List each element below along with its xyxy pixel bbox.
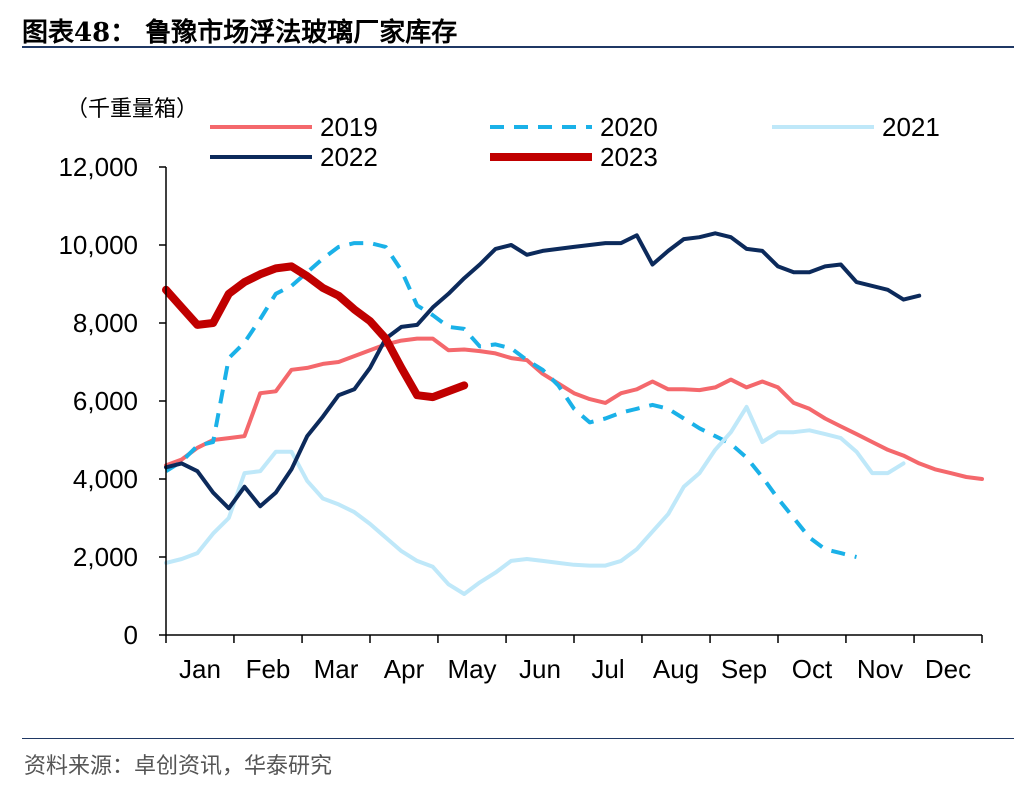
y-tick-label: 4,000 <box>73 464 138 494</box>
y-tick-label: 8,000 <box>73 308 138 338</box>
y-tick-label: 12,000 <box>58 152 138 182</box>
x-tick-label: May <box>447 654 496 684</box>
y-tick-label: 10,000 <box>58 230 138 260</box>
legend-label-2023: 2023 <box>600 142 658 172</box>
x-tick-label: Jul <box>591 654 624 684</box>
y-tick-label: 2,000 <box>73 542 138 572</box>
x-tick-label: Aug <box>653 654 699 684</box>
series-line-2019 <box>164 336 984 481</box>
series-line-2023 <box>162 262 469 402</box>
source-rule <box>22 738 1014 739</box>
legend-label-2020: 2020 <box>600 112 658 142</box>
figure-title: 图表48： 鲁豫市场浮法玻璃厂家库存 <box>22 18 458 48</box>
series-line-2021 <box>164 404 906 596</box>
series-layer <box>162 231 984 596</box>
series-line-2020 <box>164 241 857 559</box>
x-tick-label: Dec <box>925 654 971 684</box>
x-tick-label: Feb <box>246 654 291 684</box>
legend-label-2019: 2019 <box>320 112 378 142</box>
legend-label-2021: 2021 <box>882 112 940 142</box>
source-note: 资料来源：卓创资讯，华泰研究 <box>24 754 333 779</box>
x-tick-label: Sep <box>721 654 767 684</box>
x-tick-label: Jun <box>519 654 561 684</box>
x-tick-label: Nov <box>857 654 903 684</box>
legend: 2019 2020 2021 2022 2023 <box>210 112 940 172</box>
series-line-2022 <box>164 231 922 511</box>
y-axis-unit-label: （千重量箱） <box>66 97 198 122</box>
legend-label-2022: 2022 <box>320 142 378 172</box>
x-tick-label: Oct <box>792 654 833 684</box>
y-tick-label: 6,000 <box>73 386 138 416</box>
x-tick-label: Jan <box>179 654 221 684</box>
y-tick-label: 0 <box>124 620 138 650</box>
title-rule <box>22 46 1014 48</box>
x-tick-label: Mar <box>314 654 359 684</box>
x-tick-label: Apr <box>384 654 425 684</box>
axes: 0 2,000 4,000 6,000 8,000 10,000 12,000 Jan Feb M… <box>58 152 983 684</box>
